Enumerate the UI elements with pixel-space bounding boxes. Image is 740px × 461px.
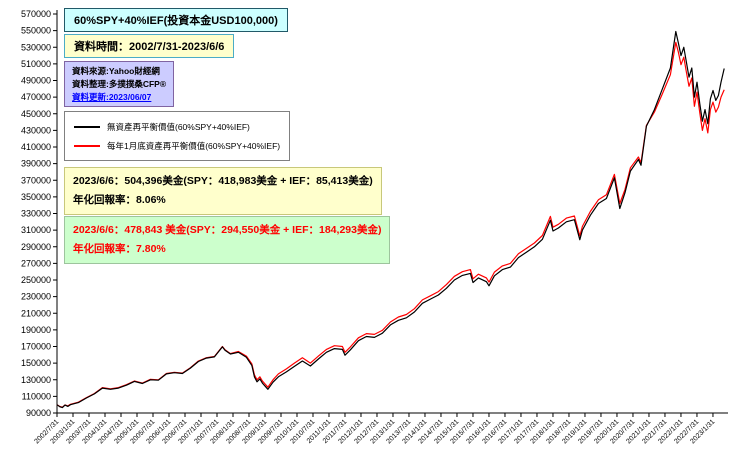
y-tick-label: 330000 — [21, 209, 51, 219]
result-rebalance-value: 2023/6/6：478,843 美金(SPY：294,550美金 + IEF：… — [73, 224, 382, 236]
result-rebalance-return: 年化回報率：7.80% — [73, 242, 166, 255]
y-tick-label: 570000 — [21, 9, 51, 19]
result-no-rebalance-return: 年化回報率：8.06% — [73, 193, 166, 206]
y-tick-label: 450000 — [21, 109, 51, 119]
y-tick-label: 310000 — [21, 225, 51, 235]
legend-item-no-rebalance: 無資產再平衡價值(60%SPY+40%IEF) — [74, 117, 280, 136]
y-tick-label: 170000 — [21, 342, 51, 352]
result-box-no-rebalance: 2023/6/6：504,396美金(SPY：418,983美金 + IEF：8… — [64, 167, 382, 215]
y-tick-label: 350000 — [21, 192, 51, 202]
legend-item-rebalance: 每年1月底資產再平衡價值(60%SPY+40%IEF) — [74, 136, 280, 155]
source-update-line: 資料更新:2023/06/07 — [72, 91, 152, 102]
y-tick-label: 490000 — [21, 76, 51, 86]
source-line: 資料來源:Yahoo財經網 — [72, 66, 160, 76]
y-tick-label: 110000 — [22, 391, 51, 401]
source-line: 資料整理:多撲撲桑CFP® — [72, 78, 167, 89]
y-tick-label: 210000 — [21, 308, 51, 318]
legend-line-red — [74, 144, 100, 147]
series-line-no-rebalance — [56, 30, 725, 409]
legend: 無資產再平衡價值(60%SPY+40%IEF) 每年1月底資產再平衡價值(60%… — [64, 111, 291, 161]
title-box: 60%SPY+40%IEF(投資本金USD100,000) — [64, 8, 288, 32]
chart-title: 60%SPY+40%IEF(投資本金USD100,000) — [74, 15, 278, 27]
y-tick-label: 370000 — [21, 175, 51, 185]
y-tick-label: 130000 — [21, 375, 51, 385]
result-box-rebalance: 2023/6/6：478,843 美金(SPY：294,550美金 + IEF：… — [64, 216, 391, 264]
y-tick-label: 390000 — [21, 159, 51, 169]
result-no-rebalance-value: 2023/6/6：504,396美金(SPY：418,983美金 + IEF：8… — [73, 175, 373, 187]
legend-label: 無資產再平衡價值(60%SPY+40%IEF) — [107, 121, 250, 132]
y-tick-label: 430000 — [21, 125, 51, 135]
y-tick-label: 510000 — [21, 59, 51, 69]
y-tick-label: 270000 — [21, 258, 51, 268]
y-tick-label: 190000 — [21, 325, 51, 335]
y-tick-label: 550000 — [21, 26, 51, 36]
y-tick-label: 250000 — [21, 275, 51, 285]
y-tick-label: 470000 — [21, 92, 51, 102]
y-tick-label: 290000 — [21, 242, 51, 252]
legend-line-black — [74, 125, 100, 128]
data-source-box: 資料來源:Yahoo財經網 資料整理:多撲撲桑CFP® 資料更新:2023/06… — [64, 61, 175, 108]
y-tick-label: 90000 — [26, 408, 51, 418]
data-period-text: 資料時間：2002/7/31-2023/6/6 — [74, 41, 225, 53]
y-tick-label: 230000 — [21, 292, 51, 302]
y-tick-label: 530000 — [21, 42, 51, 52]
y-tick-label: 150000 — [21, 358, 51, 368]
data-period-box: 資料時間：2002/7/31-2023/6/6 — [64, 34, 235, 58]
y-tick-label: 410000 — [21, 142, 51, 152]
legend-label: 每年1月底資產再平衡價值(60%SPY+40%IEF) — [107, 140, 281, 151]
